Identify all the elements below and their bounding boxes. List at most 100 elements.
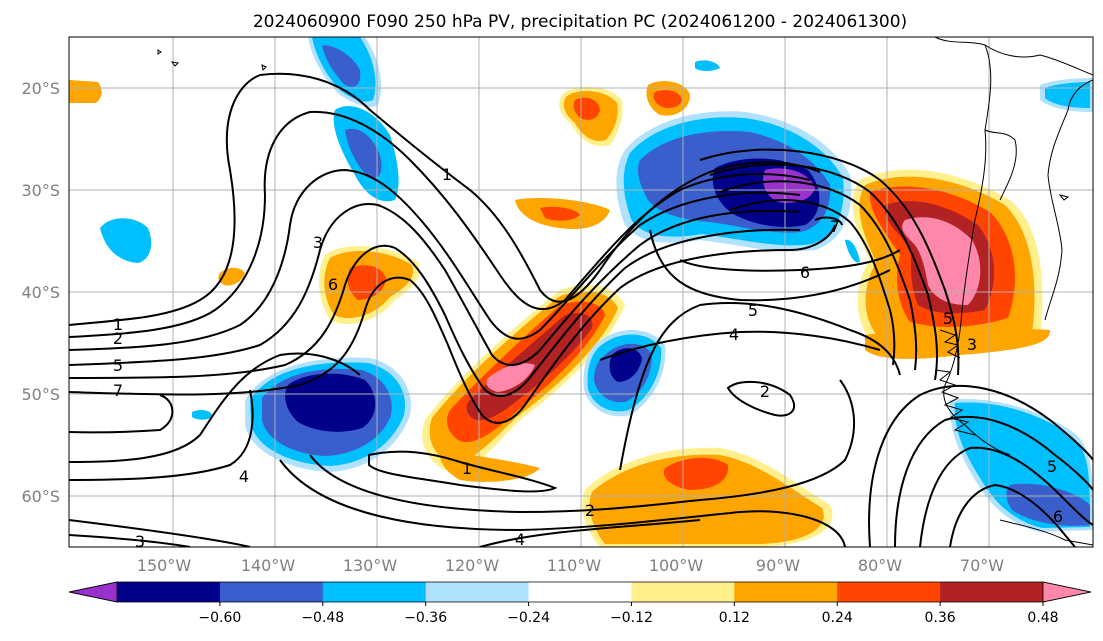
pv-contour [69, 534, 191, 547]
contour-label: 4 [239, 467, 249, 486]
pv-contour [479, 519, 701, 547]
lon-tick-label: 100°W [649, 556, 704, 575]
precip-negative-region [285, 373, 376, 432]
lon-tick-label: 70°W [960, 556, 1004, 575]
colorbar-tick-label: −0.24 [507, 610, 550, 626]
pv-contour [69, 394, 174, 434]
fjords-coastline [939, 329, 961, 359]
colorbar-tick-label: 0.36 [925, 610, 956, 626]
precip-negative-region [845, 239, 860, 263]
pv-contour [69, 110, 811, 338]
pv-contour [729, 199, 896, 366]
contour-label: 2 [113, 329, 123, 348]
colorbar-tick-label: 0.24 [822, 610, 853, 626]
contour-label: 2 [760, 382, 770, 401]
precip-positive-region [663, 457, 729, 490]
lat-tick-label: 30°S [21, 181, 60, 200]
colorbar-tick-label: 0.12 [719, 610, 750, 626]
lon-tick-label: 140°W [241, 556, 296, 575]
precip-positive-region [486, 363, 535, 392]
pv-contour [69, 228, 801, 397]
colorbar-cell [837, 582, 941, 602]
contour-label: 6 [800, 263, 810, 282]
contour-label: 2 [585, 501, 595, 520]
precip-positive-region [439, 450, 540, 482]
colorbar-cell [219, 582, 324, 602]
precip-negative-region [695, 60, 720, 71]
island-coastline [170, 61, 180, 67]
precip-negative-region [192, 409, 213, 420]
pv-contour [368, 450, 558, 493]
map-panel: 1 2 5 7 3 3 6 1 7 6 5 4 2 1 2 4 4 5 6 3 … [68, 36, 1094, 551]
pv-contour [679, 249, 901, 272]
lat-tick-label: 20°S [21, 79, 60, 98]
precip-positive-region [540, 206, 580, 221]
contour-label: 4 [515, 530, 525, 549]
pv-contour [69, 519, 251, 547]
pv-contour [726, 380, 795, 417]
colorbar: −0.60 −0.48 −0.36 −0.24 −0.12 0.12 0.24 0.36 0.4… [68, 581, 1092, 626]
contour-label: 6 [328, 275, 338, 294]
precip-positive-region [573, 97, 600, 120]
precip-negative-region [763, 168, 815, 203]
precip-positive-region [902, 217, 981, 305]
contour-label: 1 [113, 315, 123, 334]
contour-label: 1 [462, 459, 472, 478]
pv-contour [599, 330, 881, 361]
island-coastline [1058, 194, 1070, 201]
colorbar-cell [117, 582, 221, 602]
colorbar-tick-label: 0.48 [1027, 610, 1058, 626]
pv-contour [69, 168, 801, 351]
lon-tick-label: 130°W [343, 556, 398, 575]
precip-positive-region [69, 80, 102, 103]
island-coastline [157, 49, 162, 55]
precip-negative-region [1006, 483, 1090, 526]
contour-label: 7 [830, 217, 840, 236]
pv-contour [868, 384, 1093, 547]
lat-tick-labels: 20°S 30°S 40°S 50°S 60°S [21, 79, 60, 506]
lat-tick-label: 60°S [21, 487, 60, 506]
colorbar-tick-label: −0.12 [610, 610, 653, 626]
precip-positive-region [653, 90, 682, 108]
lon-tick-label: 80°W [858, 556, 902, 575]
contour-label: 1 [442, 165, 452, 184]
precipitation-shading [69, 37, 1093, 547]
fjords-coastline [934, 369, 976, 436]
map-frame [68, 36, 1094, 548]
contour-label: 6 [1053, 507, 1063, 526]
contour-label: 7 [113, 381, 123, 400]
pv-contour [649, 229, 891, 302]
contour-label: 5 [943, 309, 953, 328]
country-border [984, 129, 1017, 201]
colorbar-extend-max [1042, 581, 1092, 603]
contour-label: 5 [1047, 457, 1057, 476]
colorbar-cell [940, 582, 1044, 602]
colorbar-cell [322, 582, 427, 602]
contour-label: 3 [313, 233, 323, 252]
tierra-del-fuego-coastline [999, 519, 1093, 546]
lat-tick-label: 50°S [21, 385, 60, 404]
pv-contour [69, 389, 254, 481]
pv-contour [814, 216, 843, 226]
pv-contour [709, 163, 939, 381]
south-america-coastline [1044, 79, 1093, 321]
precip-positive-region [347, 265, 386, 300]
pv-contour [69, 352, 361, 463]
lon-tick-label: 90°W [756, 556, 800, 575]
contour-label: 3 [135, 532, 145, 551]
colorbar-cell [528, 582, 632, 602]
lon-tick-label: 110°W [547, 556, 602, 575]
lat-tick-label: 40°S [21, 283, 60, 302]
pv-contour [919, 446, 1093, 547]
contour-label: 5 [748, 301, 758, 320]
pv-contour [619, 302, 901, 471]
precip-negative-region [609, 348, 642, 382]
island-coastline [261, 64, 267, 72]
lon-tick-label: 120°W [445, 556, 500, 575]
lon-tick-labels: 150°W 140°W 130°W 120°W 110°W 100°W 90°W… [137, 556, 1004, 575]
contour-label: 5 [113, 356, 123, 375]
contour-labels: 1 2 5 7 3 3 6 1 7 6 5 4 2 1 2 4 4 5 6 3 … [113, 165, 1063, 551]
south-america-coastline [984, 44, 1093, 76]
pv-contour [699, 148, 960, 376]
